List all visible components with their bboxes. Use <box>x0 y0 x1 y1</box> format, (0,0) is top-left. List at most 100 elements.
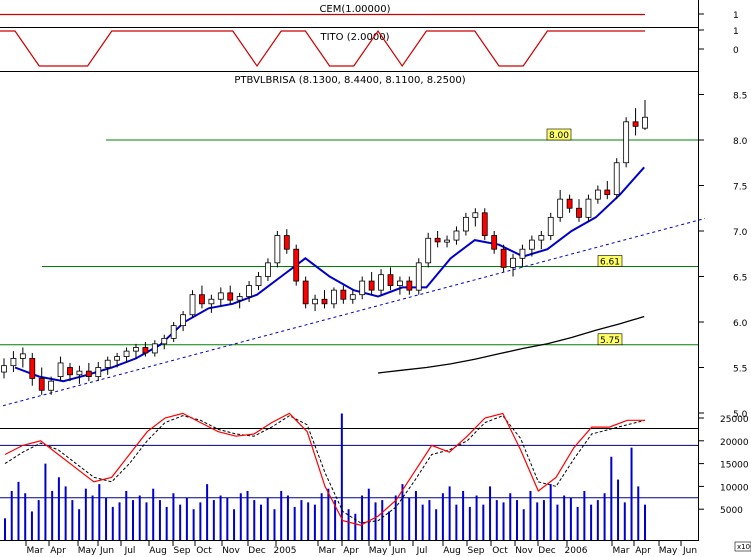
oscillator-line <box>4 412 645 526</box>
candle <box>632 121 639 127</box>
candle <box>519 248 526 259</box>
candle <box>48 380 55 391</box>
x-tick-label: Dec <box>538 546 555 556</box>
x-tick-label: Dec <box>248 546 265 556</box>
candle <box>10 357 17 367</box>
x-tick-label: Aug <box>443 546 461 556</box>
candle <box>359 280 366 296</box>
support-label: 5.75 <box>600 336 620 346</box>
x-axis: Mar Apr May Jun Jul Aug Sep Oct Nov Dec 2005 Mar Apr… <box>25 541 697 556</box>
price-title: PTBVLBRISA (8.1300, 8.4400, 8.1100, 8.25… <box>234 75 465 86</box>
candle <box>378 274 384 291</box>
candle <box>283 235 290 250</box>
x-tick-label: Nov <box>222 546 240 556</box>
candle <box>57 362 64 378</box>
candle <box>642 116 648 129</box>
candle <box>180 314 187 327</box>
candle <box>585 198 592 218</box>
candle <box>293 248 300 282</box>
cem-y-tick-label: 1 <box>733 11 739 21</box>
candle <box>104 359 111 368</box>
x-tick-label: Aug <box>149 546 167 556</box>
candle <box>1 365 7 373</box>
tito-title: TITO (2.0000) <box>319 32 389 43</box>
x-tick-label: 2005 <box>274 546 297 556</box>
candle <box>538 235 545 241</box>
candle <box>114 356 121 361</box>
x-tick-label: May <box>659 546 678 556</box>
short-moving-average <box>14 166 645 383</box>
x-tick-label: Mar <box>27 546 44 556</box>
candle <box>67 367 73 376</box>
candle <box>557 198 564 218</box>
support-label: 6.61 <box>600 257 620 267</box>
candle <box>29 357 36 379</box>
candle <box>133 347 139 352</box>
candle <box>76 370 83 376</box>
price-y-tick-label: 5.5 <box>733 365 747 375</box>
candle <box>255 276 262 286</box>
price-y-tick-label: 8.5 <box>733 92 747 102</box>
oscillator-y-tick-label: 10000 <box>720 483 749 493</box>
candle <box>331 289 337 305</box>
candle <box>217 292 224 300</box>
price-panel: 8.00 6.61 5.75 <box>0 99 706 407</box>
candle <box>444 239 450 243</box>
candle <box>246 285 252 297</box>
tito-line <box>0 29 645 68</box>
x-tick-label: Sep <box>468 546 485 556</box>
x-tick-label: Apr <box>635 546 651 556</box>
scale-box <box>734 541 751 552</box>
price-y-tick-label: 6.5 <box>733 274 747 284</box>
candle <box>453 230 460 241</box>
x-tick-label: May <box>369 546 388 556</box>
candle <box>161 337 168 345</box>
price-y-tick-label: 6.0 <box>733 319 748 329</box>
x-tick-label: Jul <box>416 546 428 556</box>
candle <box>95 367 102 377</box>
support-label: 8.00 <box>549 131 569 141</box>
x-tick-label: May <box>78 546 97 556</box>
candle <box>528 239 535 250</box>
price-y-tick-label: 8.0 <box>733 137 748 147</box>
candle <box>397 280 403 286</box>
candle <box>85 370 92 378</box>
candle <box>387 274 394 286</box>
candle <box>500 248 507 268</box>
price-y-tick-label: 7.0 <box>733 228 748 238</box>
candle <box>265 262 271 277</box>
candle <box>491 235 498 250</box>
candle <box>406 280 413 291</box>
long-moving-average <box>377 315 645 374</box>
candle <box>415 262 422 291</box>
candle <box>38 378 45 391</box>
support-label-box <box>597 255 623 267</box>
candle <box>613 162 620 196</box>
candle <box>604 189 611 196</box>
price-y-tick-label: 7.5 <box>733 183 747 193</box>
candle <box>547 216 554 236</box>
x-tick-label: Jul <box>124 546 136 556</box>
candle <box>623 121 630 164</box>
y-axis: 1 0 1 5.0 5.5 6.0 6.5 7.0 7.5 8.0 8.5 5000 10000 1500… <box>698 11 751 552</box>
x-tick-label: Jun <box>682 546 697 556</box>
candle <box>189 294 196 316</box>
oscillator-y-tick-label: 15000 <box>720 461 749 471</box>
x-tick-label: Mar <box>319 546 336 556</box>
support-label-box <box>546 128 572 141</box>
candle <box>151 343 158 354</box>
candle <box>208 298 215 305</box>
candle <box>472 212 479 218</box>
oscillator-signal <box>4 415 646 524</box>
x-tick-label: Nov <box>515 546 533 556</box>
candle <box>434 237 441 243</box>
candle <box>123 350 130 357</box>
tito-y-tick-label: 1 <box>733 27 739 37</box>
candle <box>312 298 318 305</box>
x-tick-label: Apr <box>50 546 66 556</box>
candle <box>349 294 356 300</box>
candle <box>594 189 601 200</box>
trend-line <box>2 217 706 407</box>
x-tick-label: Sep <box>174 546 191 556</box>
x-tick-label: 2006 <box>565 546 588 556</box>
